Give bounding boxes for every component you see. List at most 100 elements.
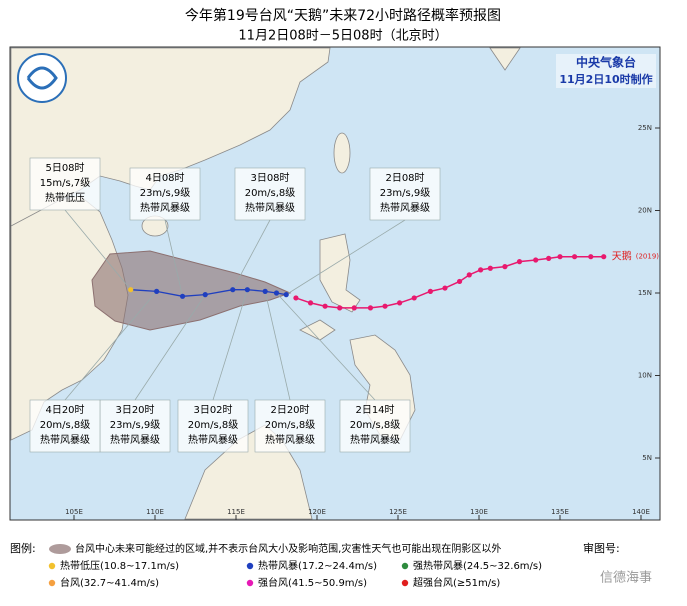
legend-swatch — [401, 579, 409, 587]
callout-wind: 23m/s,9级 — [140, 187, 191, 199]
watermark: 信德海事 — [600, 571, 652, 586]
forecast-point — [273, 290, 280, 296]
callout-time: 2日08时 — [385, 172, 424, 184]
lat-label: 20N — [638, 207, 652, 215]
lon-label: 130E — [470, 508, 488, 516]
observed-point — [533, 257, 539, 263]
callout-leader — [264, 291, 291, 401]
forecast-point — [179, 293, 186, 299]
legend-label: 强台风(41.5~50.9m/s) — [258, 576, 367, 589]
callout-time: 4日08时 — [145, 172, 184, 184]
callout-time: 4日20时 — [45, 404, 84, 416]
lat-label: 25N — [638, 124, 652, 132]
callout-time: 3日08时 — [250, 172, 289, 184]
lon-label: 140E — [632, 508, 650, 516]
callout-wind: 20m/s,8级 — [350, 419, 401, 431]
callout-leader — [276, 292, 376, 401]
forecast-point — [202, 292, 208, 298]
callout-grade: 热带风暴级 — [110, 433, 160, 446]
observed-point — [442, 285, 448, 291]
legend-swatch — [246, 579, 254, 587]
callout-grade: 热带风暴级 — [188, 433, 238, 446]
callout-wind: 20m/s,8级 — [188, 419, 239, 431]
callout-grade: 热带低压 — [45, 191, 85, 204]
observed-point — [571, 254, 578, 260]
agency-name: 中央气象台 — [576, 55, 636, 70]
callout-box — [339, 399, 411, 453]
observed-point — [478, 267, 484, 273]
lon-label: 105E — [65, 508, 83, 516]
callout-wind: 20m/s,8级 — [265, 419, 316, 431]
callout-box — [177, 399, 249, 453]
callout-grade: 热带风暴级 — [140, 201, 190, 214]
callout-leader — [134, 294, 206, 401]
callout-time: 3日20时 — [115, 404, 154, 416]
callout-leader — [64, 291, 157, 401]
forecast-point — [283, 292, 289, 298]
forecast-point — [262, 288, 268, 294]
legend-label: 热带风暴(17.2~24.4m/s) — [258, 559, 377, 572]
observed-point — [502, 264, 508, 270]
legend-label: 超强台风(≥51m/s) — [413, 576, 500, 589]
observed-point — [487, 265, 493, 271]
callout-box — [129, 167, 201, 221]
lat-label: 15N — [638, 289, 652, 297]
lat-label: 5N — [642, 454, 652, 462]
callout-wind: 23m/s,9级 — [380, 187, 431, 199]
callout-wind: 15m/s,7级 — [40, 177, 91, 189]
callout-time: 2日14时 — [355, 404, 394, 416]
observed-point — [427, 288, 433, 294]
storm-name: 天鹅 — [612, 250, 632, 263]
callout-grade: 热带风暴级 — [350, 433, 400, 446]
approval: 审图号: — [583, 541, 620, 555]
legend-swatch — [48, 562, 56, 570]
observed-point — [411, 295, 417, 301]
forecast-point — [230, 287, 236, 293]
observed-point — [351, 305, 357, 311]
observed-point — [456, 278, 463, 285]
made-time: 11月2日10时制作 — [559, 72, 652, 86]
observed-point — [516, 259, 523, 265]
legend-swatch — [246, 562, 254, 570]
observed-point — [557, 254, 563, 260]
observed-point — [367, 305, 374, 311]
callout-box — [99, 399, 171, 453]
legend-label: 强热带风暴(24.5~32.6m/s) — [413, 559, 542, 572]
observed-point — [293, 295, 299, 301]
callout-time: 5日08时 — [45, 162, 84, 174]
callout-grade: 热带风暴级 — [245, 201, 295, 214]
lon-label: 125E — [389, 508, 407, 516]
probability-cone — [91, 250, 292, 331]
callout-wind: 20m/s,8级 — [245, 187, 296, 199]
observed-point — [601, 254, 607, 260]
lon-label: 135E — [551, 508, 569, 516]
legend-area — [0, 524, 687, 606]
callout-box — [29, 399, 101, 453]
legend-label: 台风(32.7~41.4m/s) — [60, 576, 159, 589]
observed-point — [322, 303, 328, 309]
observed-point — [546, 255, 552, 261]
callout-leader — [232, 219, 271, 290]
callout-grade: 热带风暴级 — [380, 201, 430, 214]
forecast-point — [244, 287, 250, 293]
observed-point — [382, 303, 388, 309]
agency-box — [556, 54, 656, 88]
callout-time: 3日02时 — [193, 404, 232, 416]
callout-wind: 20m/s,8级 — [40, 419, 91, 431]
callout-box — [254, 399, 326, 453]
callout-box — [369, 167, 441, 221]
logo — [17, 53, 67, 103]
title: 今年第19号台风“天鹅”未来72小时路径概率预报图 — [185, 7, 501, 24]
lon-label: 115E — [227, 508, 245, 516]
legend-label: 热带低压(10.8~17.1m/s) — [60, 559, 179, 572]
callout-time: 2日20时 — [270, 404, 309, 416]
callout-grade: 热带风暴级 — [40, 433, 90, 446]
callout-leader — [164, 219, 183, 297]
callout-grade: 热带风暴级 — [265, 433, 315, 446]
forecast-point — [128, 287, 134, 293]
observed-point — [466, 272, 472, 278]
cone-swatch — [49, 544, 71, 554]
callout-box — [234, 167, 306, 221]
lat-label: 10N — [638, 372, 652, 380]
